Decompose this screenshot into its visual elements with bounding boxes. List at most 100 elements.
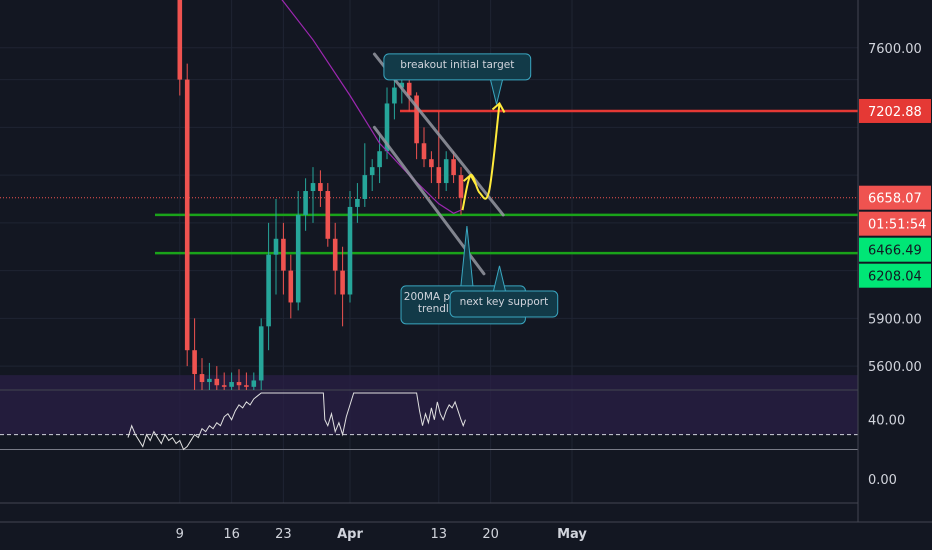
candle[interactable] — [214, 366, 220, 390]
candle-body — [325, 191, 331, 239]
projection-arrowhead — [491, 101, 506, 113]
candle-body — [273, 238, 279, 255]
candle[interactable] — [244, 372, 249, 390]
candle-body — [406, 82, 412, 96]
candle-body — [384, 103, 390, 152]
candle-body — [377, 151, 382, 168]
candle[interactable] — [310, 167, 316, 223]
candle[interactable] — [184, 63, 190, 367]
candle-body — [451, 159, 456, 176]
price-badge-bg — [859, 185, 931, 210]
candle[interactable] — [392, 74, 397, 120]
horizontal-levels[interactable] — [0, 109, 858, 255]
candle[interactable] — [318, 170, 323, 207]
candle-body — [347, 206, 353, 295]
candle-body — [318, 183, 323, 192]
price-tick-label: 5600.00 — [868, 360, 922, 375]
candle[interactable] — [429, 151, 434, 184]
candle[interactable] — [436, 111, 442, 199]
candle-body — [362, 175, 368, 199]
price-badge-bg — [859, 237, 931, 262]
annotation-callout[interactable]: breakout initial target — [383, 53, 532, 105]
candle-body — [355, 198, 360, 207]
candle[interactable] — [288, 254, 294, 319]
x-tick-label: 9 — [176, 527, 184, 542]
ma200-line[interactable] — [239, 0, 462, 214]
projection-layer[interactable] — [461, 101, 506, 211]
candle[interactable] — [177, 0, 183, 96]
price-badge-label: 6208.04 — [868, 270, 922, 285]
x-tick-label: 16 — [223, 527, 240, 542]
rsi-pane[interactable] — [0, 375, 932, 504]
price-badge[interactable]: 01:51:54 — [859, 211, 931, 236]
channel-line-0[interactable] — [372, 52, 505, 217]
price-badge-label: 6658.07 — [868, 192, 922, 207]
price-tick-label: 7600.00 — [868, 42, 922, 57]
candle-body — [310, 183, 316, 192]
candle-body — [258, 326, 264, 381]
candle[interactable] — [347, 191, 353, 303]
candle[interactable] — [192, 318, 197, 390]
price-badge-label: 7202.88 — [868, 105, 922, 120]
candle[interactable] — [458, 167, 464, 215]
candle-body — [236, 382, 242, 386]
candle[interactable] — [451, 151, 456, 184]
candle-body — [414, 95, 419, 144]
candle[interactable] — [221, 372, 227, 390]
candle[interactable] — [295, 191, 301, 311]
candle-body — [214, 378, 220, 386]
candle[interactable] — [273, 198, 279, 295]
candle[interactable] — [325, 183, 331, 247]
candle[interactable] — [406, 76, 412, 112]
annotation-callout[interactable]: next key support — [449, 265, 559, 318]
projection-arrowhead — [462, 173, 477, 185]
price-badge[interactable]: 7202.88 — [859, 98, 931, 123]
candle-body — [288, 270, 294, 303]
candle[interactable] — [414, 92, 419, 160]
candle[interactable] — [281, 222, 286, 295]
rsi-line[interactable] — [127, 392, 466, 451]
candle[interactable] — [384, 87, 390, 160]
price-badge[interactable]: 6658.07 — [859, 185, 931, 210]
candle[interactable] — [207, 362, 212, 390]
candle[interactable] — [443, 151, 449, 192]
ma200-layer[interactable] — [239, 0, 462, 214]
price-badge[interactable]: 6466.49 — [859, 237, 931, 262]
candle-body — [281, 238, 286, 271]
rsi-tick-label: 40.00 — [868, 414, 905, 429]
rsi-tick-label: 0.00 — [868, 473, 897, 488]
candle[interactable] — [258, 318, 264, 390]
projection-curve[interactable] — [461, 103, 501, 211]
candle-body — [429, 159, 434, 168]
price-badge-bg — [859, 263, 931, 288]
candle[interactable] — [369, 159, 375, 192]
candle[interactable] — [340, 246, 345, 327]
candle[interactable] — [362, 143, 368, 207]
candle[interactable] — [332, 222, 338, 295]
price-badge-label: 6466.49 — [868, 244, 922, 259]
candle-body — [266, 254, 271, 327]
candle[interactable] — [236, 369, 242, 390]
candle-body — [199, 374, 205, 383]
candle[interactable] — [251, 372, 257, 390]
callout-text: breakout initial target — [400, 59, 514, 71]
candle-body — [458, 175, 464, 198]
candle[interactable] — [303, 178, 308, 231]
candle-body — [443, 159, 449, 184]
price-badge-label: 01:51:54 — [868, 218, 926, 233]
candle[interactable] — [421, 127, 427, 168]
candle-body — [244, 385, 249, 387]
candle[interactable] — [199, 358, 205, 390]
candle-body — [303, 191, 308, 215]
candle[interactable] — [266, 222, 271, 351]
candle[interactable] — [355, 183, 360, 223]
candle-body — [192, 350, 197, 375]
callout-pointer — [492, 265, 506, 292]
price-badge-bg — [859, 98, 931, 123]
candle[interactable] — [229, 372, 234, 390]
price-badge[interactable]: 6208.04 — [859, 263, 931, 288]
candles[interactable] — [126, 0, 464, 390]
